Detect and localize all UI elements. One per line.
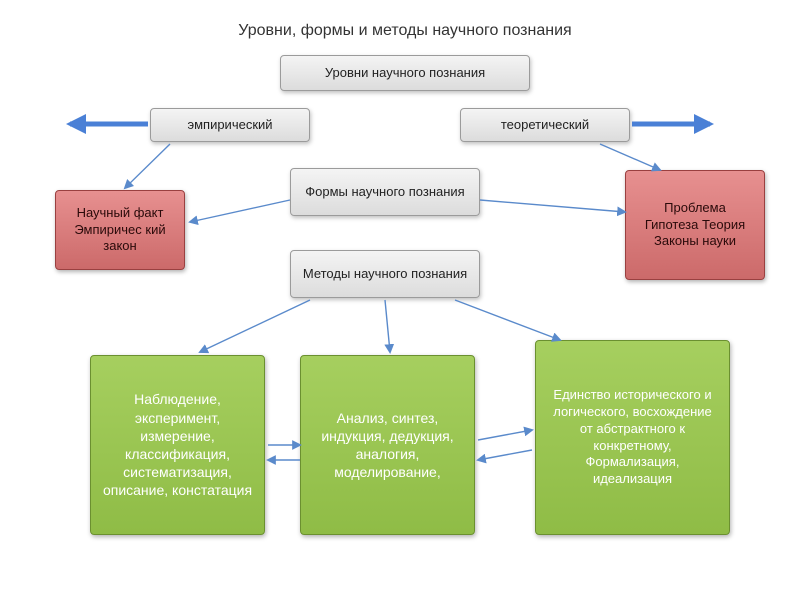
node-methods: Методы научного познания: [290, 250, 480, 298]
node-green1: Наблюдение, эксперимент, измерение, клас…: [90, 355, 265, 535]
node-forms: Формы научного познания: [290, 168, 480, 216]
diagram-title: Уровни, формы и методы научного познания: [175, 22, 635, 40]
node-problem: Проблема Гипотеза Теория Законы науки: [625, 170, 765, 280]
node-theoretical: теоретический: [460, 108, 630, 142]
node-levels: Уровни научного познания: [280, 55, 530, 91]
node-green3: Единство исторического и логического, во…: [535, 340, 730, 535]
node-fact: Научный факт Эмпиричес кий закон: [55, 190, 185, 270]
node-empirical: эмпирический: [150, 108, 310, 142]
node-green2: Анализ, синтез, индукция, дедукция, анал…: [300, 355, 475, 535]
